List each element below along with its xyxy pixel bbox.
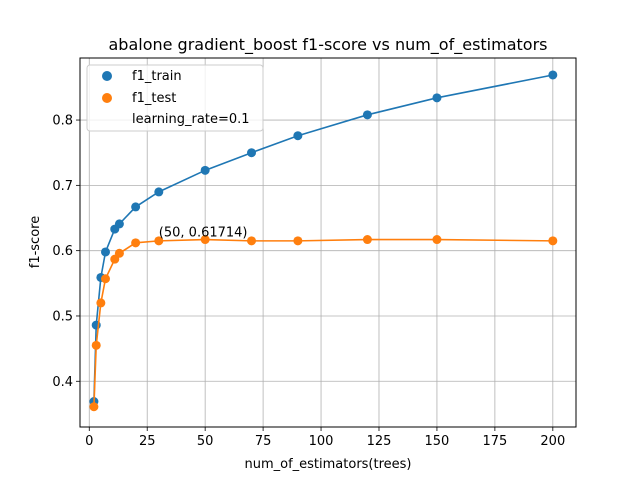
y-tick-label: 0.7 [52,179,73,194]
data-point-f1-train [200,165,210,175]
x-axis-label: num_of_estimators(trees) [244,457,411,472]
data-point-f1-train [247,148,257,158]
data-point-f1-test [200,235,210,245]
y-axis-label: f1-score [28,216,43,268]
x-tick-label: 100 [309,434,334,449]
legend-marker-f1-train [102,71,112,81]
x-axis-ticks: 0 25 50 75 100 125 150 175 200 [85,427,565,449]
y-tick-label: 0.6 [52,244,73,259]
x-tick-label: 200 [540,434,565,449]
x-tick-label: 125 [367,434,392,449]
legend-label-learning-rate: learning_rate=0.1 [132,112,250,127]
data-point-f1-test [548,236,558,246]
data-point-f1-test [96,298,106,308]
data-point-f1-test [131,238,141,248]
annotation: (50, 0.61714) [159,226,248,241]
y-tick-label: 0.8 [52,114,73,129]
legend-marker-f1-test [102,93,112,103]
data-point-f1-train [293,131,303,141]
x-tick-label: 50 [197,434,214,449]
data-point-f1-test [91,340,101,350]
data-point-f1-train [131,202,141,212]
x-tick-label: 175 [482,434,507,449]
data-point-f1-train [362,110,372,120]
series-layer [89,70,558,412]
legend-label-f1-train: f1_train [132,69,182,84]
y-axis-ticks: 0.4 0.5 0.6 0.7 0.8 [52,114,80,390]
legend-box [86,64,264,132]
x-tick-label: 75 [255,434,272,449]
data-point-f1-test [89,402,99,412]
x-tick-label: 25 [139,434,156,449]
x-tick-label: 0 [85,434,93,449]
data-point-f1-test [293,236,303,246]
data-point-f1-test [100,274,110,284]
y-tick-label: 0.4 [52,375,73,390]
data-point-f1-test [154,236,164,246]
data-point-f1-train [432,93,442,103]
data-point-f1-test [432,235,442,245]
chart-title: abalone gradient_boost f1-score vs num_o… [108,35,547,55]
data-point-f1-test [114,248,124,258]
data-point-f1-train [114,219,124,229]
data-point-f1-train [154,187,164,197]
data-point-f1-test [247,236,257,246]
x-tick-label: 150 [425,434,450,449]
plot-frame [79,57,577,428]
legend-label-f1-test: f1_test [132,91,176,106]
data-point-f1-train [100,247,110,257]
data-point-f1-test [362,235,372,245]
legend: f1_train f1_test learning_rate=0.1 [86,64,264,132]
y-tick-label: 0.5 [52,309,73,324]
data-point-f1-train [548,70,558,80]
